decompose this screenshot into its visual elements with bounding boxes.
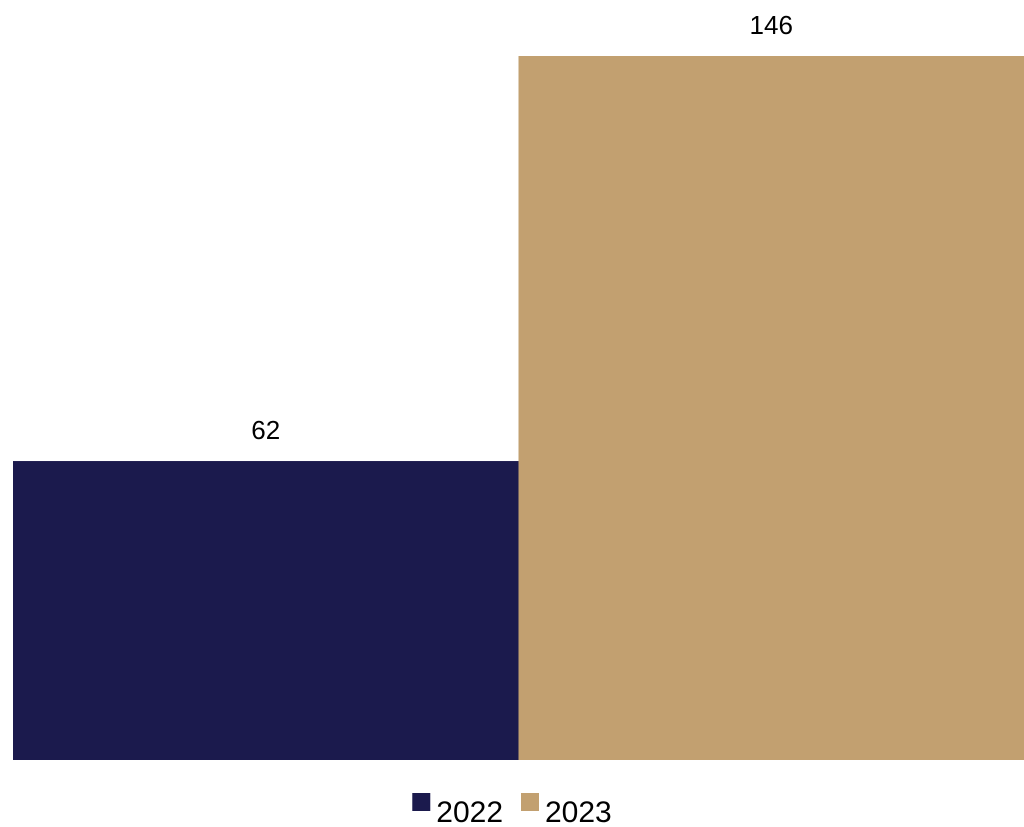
legend-swatch-2023 xyxy=(521,793,539,811)
bar-2022 xyxy=(13,461,519,760)
bar-2023 xyxy=(518,56,1024,760)
data-label-2022: 62 xyxy=(251,415,280,445)
data-label-2023: 146 xyxy=(750,10,793,40)
legend-label-2023: 2023 xyxy=(545,796,612,827)
legend-label-2022: 2022 xyxy=(436,796,503,827)
data-labels-group: 62 146 xyxy=(251,10,793,445)
legend-swatch-2022 xyxy=(412,793,431,811)
legend: 2022 2023 xyxy=(412,793,612,827)
bars-group xyxy=(13,56,1024,760)
